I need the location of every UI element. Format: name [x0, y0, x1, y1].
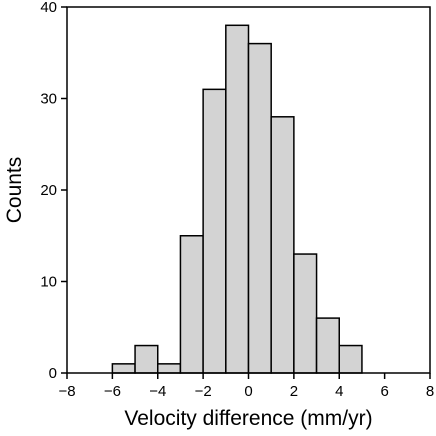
y-axis-label: Counts [3, 157, 26, 224]
x-tick-label: 0 [244, 383, 252, 400]
histogram-bar [111, 363, 136, 374]
x-tick-label: 4 [335, 383, 343, 400]
x-tick-label: 6 [380, 383, 388, 400]
histogram-bar [315, 317, 340, 374]
histogram-bar [293, 253, 318, 374]
y-tick-label: 40 [40, 0, 57, 16]
histogram-bar [157, 363, 182, 374]
histogram-bar [225, 24, 250, 374]
x-tick-label: 8 [426, 383, 434, 400]
histogram-bar [247, 42, 272, 374]
histogram-bar [338, 344, 363, 374]
x-tick-label: −4 [149, 383, 166, 400]
x-tick-label: −6 [104, 383, 121, 400]
y-tick-label: 30 [40, 91, 57, 108]
y-axis-ticks: 0 10 20 30 40 [40, 0, 67, 382]
histogram-bar [134, 344, 159, 374]
x-tick-label: −2 [195, 383, 212, 400]
x-axis-ticks: −8 −6 −4 −2 0 2 4 6 8 [58, 373, 434, 400]
x-axis-label: Velocity difference (mm/yr) [124, 407, 372, 430]
y-tick-label: 10 [40, 274, 57, 291]
histogram-bar [270, 116, 295, 374]
y-tick-label: 0 [49, 365, 57, 382]
x-tick-label: −8 [58, 383, 75, 400]
x-tick-label: 2 [290, 383, 298, 400]
histogram-bars [111, 24, 363, 374]
y-tick-label: 20 [40, 182, 57, 199]
histogram-bar [202, 88, 227, 374]
histogram-bar [179, 235, 204, 374]
